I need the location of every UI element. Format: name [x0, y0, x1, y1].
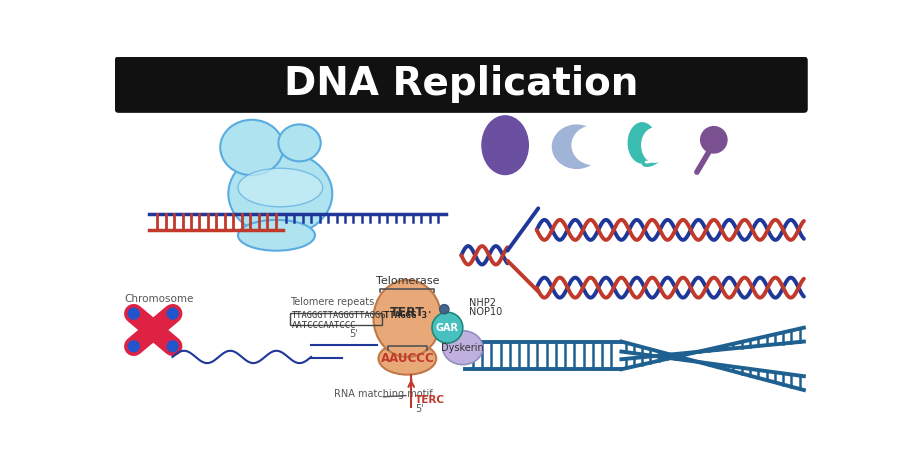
Ellipse shape [443, 331, 482, 365]
Ellipse shape [229, 152, 332, 236]
Text: 5': 5' [349, 329, 358, 339]
Ellipse shape [220, 120, 284, 175]
Circle shape [440, 304, 449, 314]
Circle shape [166, 340, 179, 353]
Ellipse shape [379, 342, 436, 375]
Ellipse shape [482, 115, 529, 175]
Circle shape [128, 340, 140, 353]
Text: Chromosome: Chromosome [124, 294, 194, 303]
Text: NHP2: NHP2 [469, 298, 496, 308]
Text: TTAGGG 3': TTAGGG 3' [384, 312, 433, 320]
Text: Telomere repeats: Telomere repeats [291, 297, 374, 307]
Ellipse shape [572, 125, 616, 165]
Ellipse shape [641, 127, 668, 163]
Ellipse shape [552, 125, 602, 169]
Circle shape [432, 312, 463, 343]
Circle shape [166, 307, 179, 320]
Text: Dyskerin: Dyskerin [441, 343, 484, 353]
Text: TERT: TERT [390, 306, 425, 319]
Text: TTAGGGTTAGGGTTAGGG: TTAGGGTTAGGGTTAGGG [292, 312, 386, 320]
Text: GAR: GAR [436, 323, 459, 333]
Circle shape [128, 307, 140, 320]
Text: RNA matching motif: RNA matching motif [334, 389, 433, 399]
Text: 5': 5' [415, 405, 424, 414]
Ellipse shape [627, 122, 657, 164]
Circle shape [700, 126, 728, 154]
Ellipse shape [374, 280, 441, 357]
Text: AAUCCC: AAUCCC [381, 352, 434, 365]
FancyBboxPatch shape [115, 57, 808, 113]
Ellipse shape [238, 169, 323, 207]
Text: AATCCCAATCCC: AATCCCAATCCC [292, 320, 356, 329]
Text: TERC: TERC [415, 395, 445, 405]
Text: DNA Replication: DNA Replication [284, 65, 638, 103]
Ellipse shape [278, 125, 320, 161]
Ellipse shape [238, 220, 315, 251]
Text: Telomerase: Telomerase [375, 276, 439, 286]
Text: NOP10: NOP10 [469, 307, 502, 317]
